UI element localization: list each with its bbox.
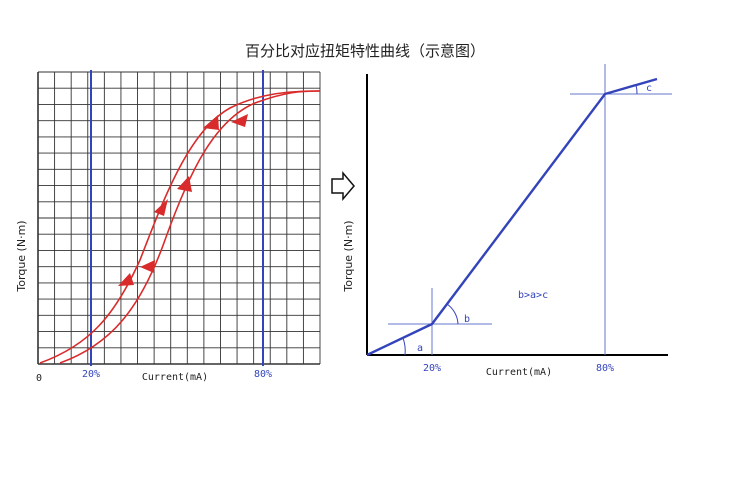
curve-arrow-icon (140, 260, 155, 273)
left-grid (37, 71, 321, 365)
torque-line (366, 77, 658, 357)
angle-c-label: c (646, 83, 652, 94)
page-title: 百分比对应扭矩特性曲线（示意图） (244, 42, 485, 60)
right-marker-20-label: 20% (423, 363, 441, 374)
curve-arrow-icon (203, 115, 219, 130)
right-x-axis-label: Current(mA) (486, 367, 552, 378)
angle-a-arc (402, 337, 406, 356)
curve-arrow-icon (231, 114, 248, 127)
curve-arrow-icon (177, 176, 192, 192)
angle-b-arc (446, 303, 459, 325)
left-marker-20-label: 20% (82, 369, 100, 380)
left-y-axis-label: Torque (N·m) (15, 220, 28, 292)
left-marker-80-label: 80% (254, 369, 272, 380)
left-origin-label: 0 (36, 373, 42, 384)
left-x-axis-label: Current(mA) (142, 372, 208, 383)
curve-arrow-icon (154, 199, 168, 216)
right-marker-80-label: 80% (596, 363, 614, 374)
ascending-curve (39, 90, 321, 364)
right-arrow-icon (331, 170, 355, 202)
angle-relation-label: b>a>c (518, 290, 548, 301)
right-chart: a b c b>a>c Torque (N·m) 20% Current(mA)… (342, 64, 672, 378)
angle-c-arc (635, 84, 638, 95)
curve-arrow-icon (118, 273, 134, 286)
left-chart: Torque (N·m) 0 20% Current(mA) 80% (15, 70, 321, 384)
angle-b-label: b (464, 314, 470, 325)
right-y-axis-label: Torque (N·m) (342, 220, 355, 292)
angle-a-label: a (417, 343, 423, 354)
descending-curve (59, 90, 321, 364)
